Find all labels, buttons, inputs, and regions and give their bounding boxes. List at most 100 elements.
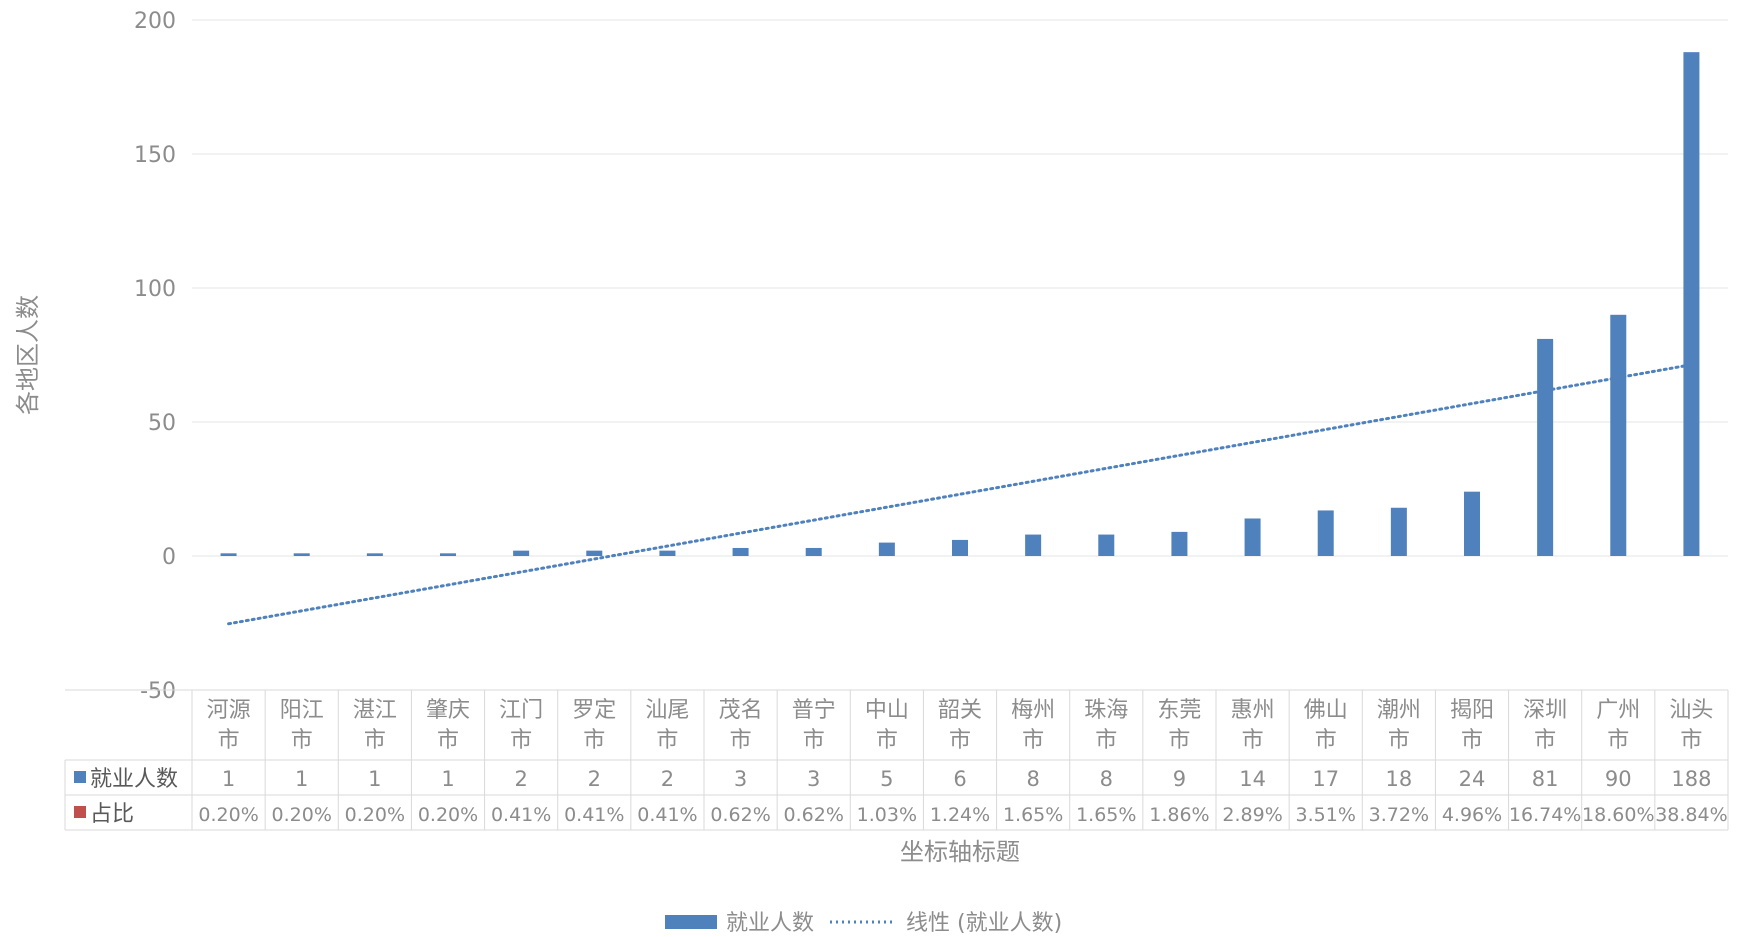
table-cell: 1.86% — [1149, 804, 1209, 826]
row-marker — [74, 771, 86, 783]
y-tick-label: 200 — [134, 9, 176, 34]
y-tick-label: 50 — [148, 411, 176, 436]
bars-employment — [220, 52, 1700, 556]
table-cell: 3.51% — [1296, 804, 1356, 826]
y-tick-label: 150 — [134, 143, 176, 168]
category-label: 珠海 — [1084, 698, 1128, 723]
table-cell: 1.03% — [857, 804, 917, 826]
category-label: 河源 — [207, 698, 251, 723]
category-label: 市 — [1315, 728, 1337, 753]
bar — [366, 553, 383, 556]
bar — [1098, 534, 1115, 556]
table-cell: 5 — [880, 767, 893, 791]
category-label: 梅州 — [1011, 698, 1055, 723]
bar — [1171, 531, 1188, 556]
table-cell: 2 — [661, 767, 674, 791]
table-cell: 18.60% — [1582, 804, 1654, 826]
y-tick-label: 0 — [162, 545, 176, 570]
table-cell: 1.65% — [1076, 804, 1136, 826]
category-labels: 河源市阳江市湛江市肇庆市江门市罗定市汕尾市茂名市普宁市中山市韶关市梅州市珠海市东… — [207, 698, 1714, 753]
row-label: 占比 — [90, 802, 134, 827]
bar — [220, 553, 237, 556]
category-label: 市 — [364, 728, 386, 753]
bar — [1025, 534, 1042, 556]
x-axis-title: 坐标轴标题 — [900, 838, 1020, 866]
table-cell: 0.20% — [272, 804, 332, 826]
table-cell: 0.20% — [198, 804, 258, 826]
category-label: 市 — [1534, 728, 1556, 753]
bar — [440, 553, 456, 556]
category-label: 市 — [1095, 728, 1117, 753]
category-label: 市 — [291, 728, 313, 753]
category-label: 佛山 — [1304, 698, 1348, 723]
category-label: 市 — [510, 728, 532, 753]
table-cell: 188 — [1671, 767, 1711, 791]
legend: 就业人数 线性 (就业人数) — [665, 911, 1062, 936]
category-label: 汕头 — [1669, 698, 1713, 723]
category-label: 深圳 — [1523, 698, 1567, 723]
category-label: 市 — [876, 728, 898, 753]
table-cell: 0.20% — [418, 804, 478, 826]
bar — [1537, 338, 1554, 556]
table-cell: 1.65% — [1003, 804, 1063, 826]
table-cell: 24 — [1459, 767, 1486, 791]
table-cell: 8 — [1026, 767, 1039, 791]
category-label: 市 — [1168, 728, 1190, 753]
category-label: 普宁 — [792, 698, 836, 723]
category-label: 市 — [1242, 728, 1264, 753]
table-cell: 2 — [588, 767, 601, 791]
legend-swatch-employment — [665, 915, 717, 929]
y-tick-label: 100 — [134, 277, 176, 302]
category-label: 潮州 — [1377, 698, 1421, 723]
row-marker — [74, 806, 86, 818]
table-cell: 0.20% — [345, 804, 405, 826]
category-label: 惠州 — [1231, 698, 1275, 723]
category-label: 韶关 — [938, 698, 982, 723]
bar — [293, 553, 310, 556]
y-tick-label: -50 — [140, 679, 176, 704]
table-cell: 4.96% — [1442, 804, 1502, 826]
bar — [952, 539, 968, 556]
category-label: 市 — [437, 728, 459, 753]
category-label: 肇庆 — [426, 698, 470, 723]
category-label: 东莞 — [1157, 698, 1201, 723]
category-label: 汕尾 — [645, 698, 689, 723]
table-cell: 3 — [734, 767, 747, 791]
table-cell: 90 — [1605, 767, 1632, 791]
category-label: 市 — [1607, 728, 1629, 753]
table-cell: 0.62% — [784, 804, 844, 826]
table-cell: 3 — [807, 767, 820, 791]
table-cell: 18 — [1385, 767, 1412, 791]
legend-label-employment: 就业人数 — [726, 911, 814, 936]
table-cell: 2 — [514, 767, 527, 791]
table-cell: 1.24% — [930, 804, 990, 826]
category-label: 市 — [803, 728, 825, 753]
data-table-grid — [64, 689, 1729, 831]
table-cell: 1 — [295, 767, 308, 791]
category-label: 市 — [949, 728, 971, 753]
bar — [1683, 52, 1700, 556]
data-table: 就业人数 1 1 1 1 2 2 2 3 3 5 6 8 8 9 14 17 18 24 81 90 188 占比 0.20%… — [74, 767, 1728, 827]
category-label: 市 — [1461, 728, 1483, 753]
category-label: 湛江 — [353, 698, 397, 723]
bar — [805, 547, 822, 556]
y-axis-ticks: -50 0 50 100 150 200 — [134, 9, 176, 704]
category-label: 市 — [730, 728, 752, 753]
bar — [878, 542, 895, 556]
bar — [1390, 507, 1407, 556]
table-cell: 0.41% — [564, 804, 624, 826]
bar — [1244, 518, 1261, 556]
table-cell: 1 — [222, 767, 235, 791]
bar — [659, 550, 676, 556]
y-axis-title: 各地区人数 — [14, 295, 42, 415]
table-cell: 3.72% — [1369, 804, 1429, 826]
table-cell: 9 — [1173, 767, 1186, 791]
category-label: 中山 — [865, 698, 909, 723]
row-label: 就业人数 — [90, 767, 178, 792]
category-label: 揭阳 — [1450, 698, 1494, 723]
table-cell: 1 — [368, 767, 381, 791]
trendline-group — [227, 363, 1693, 626]
bar — [1464, 491, 1480, 556]
table-cell: 81 — [1532, 767, 1559, 791]
